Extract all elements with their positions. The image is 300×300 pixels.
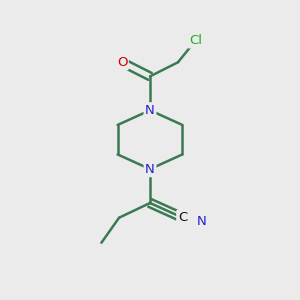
Text: C: C <box>178 211 187 224</box>
Text: N: N <box>145 104 155 117</box>
Text: N: N <box>197 215 207 228</box>
Text: Cl: Cl <box>189 34 202 47</box>
Text: N: N <box>145 163 155 176</box>
Text: O: O <box>117 56 127 69</box>
